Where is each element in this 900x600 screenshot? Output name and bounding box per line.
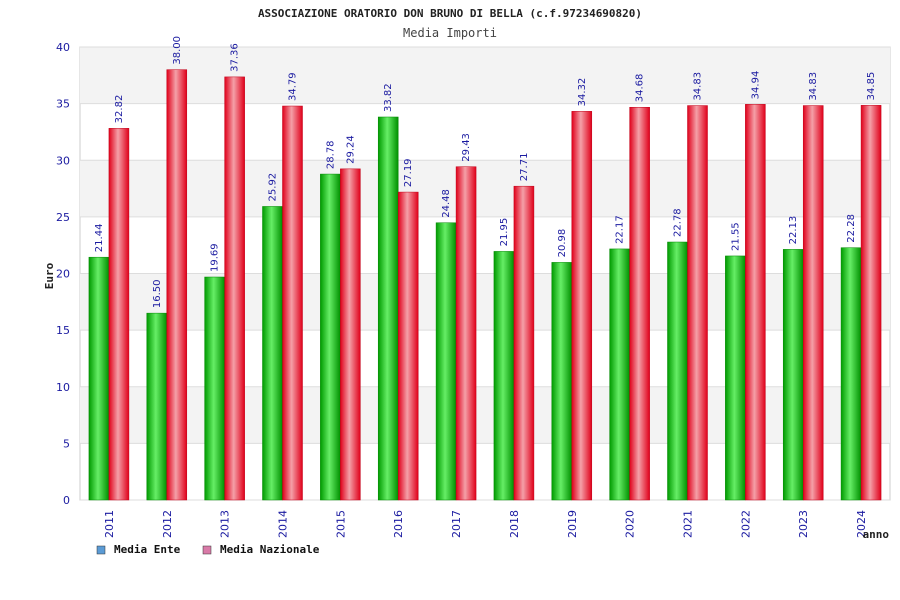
chart-title: ASSOCIAZIONE ORATORIO DON BRUNO DI BELLA… [258, 7, 642, 20]
x-tick-label-2012: 2012 [161, 510, 174, 538]
bar-media-nazionale-2013 [224, 76, 245, 501]
x-tick-label-2016: 2016 [392, 510, 405, 538]
bar-media-ente-2024 [840, 247, 862, 501]
bar-media-nazionale-2020 [629, 106, 650, 501]
grid-band [80, 386, 890, 444]
bar-media-nazionale-2011 [108, 128, 130, 501]
data-label-media-ente-2024: 22.28 [846, 214, 857, 243]
bars: 21.44 32.82 16.50 38.00 19.69 37.36 25.92 34.79… [88, 36, 882, 501]
grid-band [80, 273, 890, 331]
data-label-media-ente-2020: 22.17 [615, 215, 626, 244]
data-label-media-nazionale-2011: 32.82 [114, 95, 125, 124]
x-tick-label-2011: 2011 [103, 510, 116, 538]
data-label-media-ente-2014: 25.92 [268, 173, 279, 202]
y-tick-label: 40 [56, 41, 70, 54]
bar-media-ente-2017 [435, 222, 457, 501]
x-tick-label-2018: 2018 [508, 510, 521, 538]
bar-media-ente-2023 [782, 249, 804, 501]
data-label-media-ente-2012: 16.50 [152, 279, 163, 308]
grid-band [80, 160, 890, 217]
data-label-media-ente-2021: 22.78 [673, 208, 684, 237]
data-label-media-nazionale-2018: 27.71 [519, 153, 530, 182]
bar-media-nazionale-2018 [513, 185, 535, 501]
data-label-media-nazionale-2012: 38.00 [172, 36, 183, 65]
data-label-media-nazionale-2019: 34.32 [577, 78, 588, 107]
y-tick-label: 10 [56, 381, 70, 394]
bar-media-nazionale-2017 [455, 166, 477, 501]
data-label-media-ente-2022: 21.55 [730, 222, 741, 251]
bar-media-nazionale-2024 [860, 105, 882, 501]
bar-media-nazionale-2016 [397, 191, 419, 501]
y-tick-label: 15 [56, 324, 70, 337]
bar-media-ente-2015 [320, 173, 341, 501]
bar-media-nazionale-2022 [745, 104, 766, 501]
bar-media-ente-2014 [262, 206, 283, 501]
data-label-media-ente-2018: 21.95 [499, 218, 510, 247]
data-label-media-ente-2016: 33.82 [383, 83, 394, 112]
bar-media-ente-2021 [667, 241, 688, 501]
bar-media-nazionale-2023 [802, 105, 824, 501]
y-tick-label: 5 [63, 437, 70, 450]
data-label-media-nazionale-2021: 34.83 [693, 72, 704, 101]
data-label-media-nazionale-2013: 37.36 [230, 43, 241, 72]
data-label-media-ente-2019: 20.98 [557, 229, 568, 258]
data-label-media-ente-2015: 28.78 [325, 140, 336, 169]
data-label-media-ente-2017: 24.48 [441, 189, 452, 218]
bar-media-ente-2013 [204, 276, 225, 501]
y-tick-label: 35 [56, 98, 70, 111]
bar-media-nazionale-2019 [571, 111, 593, 501]
x-tick-label-2022: 2022 [739, 510, 752, 538]
grid-band [80, 47, 890, 104]
legend: Media Ente Media Nazionale [96, 543, 320, 556]
bar-media-ente-2022 [725, 255, 746, 501]
data-label-media-ente-2023: 22.13 [788, 216, 799, 245]
data-label-media-nazionale-2022: 34.94 [750, 71, 761, 100]
y-tick-label: 30 [56, 154, 70, 167]
bar-media-ente-2016 [377, 116, 399, 501]
data-label-media-nazionale-2017: 29.43 [461, 133, 472, 162]
data-label-media-nazionale-2016: 27.19 [403, 158, 414, 187]
y-axis-ticks: 0 5 10 15 20 25 30 35 40 [56, 41, 70, 507]
legend-swatch-media-ente [96, 545, 106, 555]
x-tick-label-2014: 2014 [277, 510, 290, 538]
bar-media-ente-2011 [88, 256, 110, 501]
legend-swatch-media-nazionale [202, 545, 212, 555]
bar-media-ente-2012 [146, 312, 168, 501]
chart-subtitle: Media Importi [403, 26, 497, 40]
x-tick-label-2023: 2023 [797, 510, 810, 538]
y-tick-label: 25 [56, 211, 70, 224]
bar-media-nazionale-2012 [166, 69, 188, 501]
x-tick-label-2024: 2024 [855, 510, 868, 538]
data-label-media-ente-2013: 19.69 [210, 243, 221, 272]
legend-label-media-nazionale: Media Nazionale [220, 543, 320, 556]
data-label-media-ente-2011: 21.44 [94, 224, 105, 253]
x-tick-label-2013: 2013 [219, 510, 232, 538]
data-label-media-nazionale-2024: 34.85 [866, 72, 877, 101]
x-axis-ticks: 2011 2012 2013 2014 2015 2016 2017 2018 2019 2020… [103, 510, 868, 538]
bar-media-nazionale-2014 [282, 105, 303, 501]
bar-media-ente-2020 [609, 248, 630, 501]
x-tick-label-2015: 2015 [334, 510, 347, 538]
bar-media-nazionale-2015 [340, 168, 361, 501]
x-tick-label-2019: 2019 [566, 510, 579, 538]
y-tick-label: 20 [56, 268, 70, 281]
x-tick-label-2021: 2021 [682, 510, 695, 538]
data-label-media-nazionale-2020: 34.68 [635, 74, 646, 103]
x-axis-label: anno [863, 528, 890, 541]
y-axis-label: Euro [43, 262, 56, 289]
data-label-media-nazionale-2015: 29.24 [345, 135, 356, 164]
data-label-media-nazionale-2014: 34.79 [288, 72, 299, 101]
data-label-media-nazionale-2023: 34.83 [808, 72, 819, 101]
x-tick-label-2017: 2017 [450, 510, 463, 538]
x-tick-label-2020: 2020 [624, 510, 637, 538]
y-tick-label: 0 [63, 494, 70, 507]
bar-media-ente-2019 [551, 262, 573, 501]
bar-media-nazionale-2021 [687, 105, 708, 501]
bar-media-ente-2018 [493, 251, 515, 501]
legend-label-media-ente: Media Ente [114, 543, 181, 556]
